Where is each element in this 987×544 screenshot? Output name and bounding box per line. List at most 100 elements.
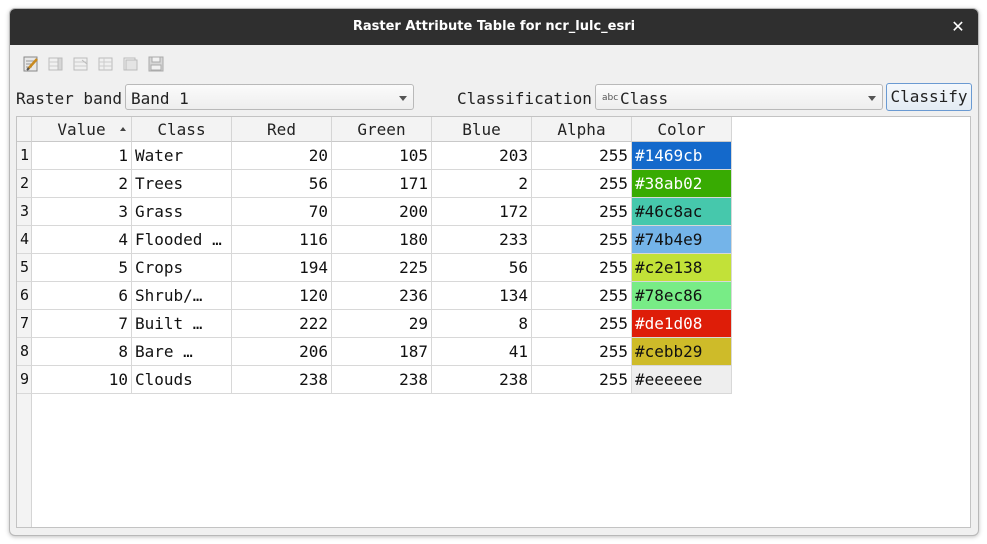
table-row[interactable]: 4 4 Flooded … 116 180 233 255 #74b4e9 xyxy=(17,226,732,254)
cell-green[interactable]: 105 xyxy=(332,142,432,170)
cell-color[interactable]: #46c8ac xyxy=(632,198,732,226)
table-row[interactable]: 9 10 Clouds 238 238 238 255 #eeeeee xyxy=(17,366,732,394)
column-header-alpha[interactable]: Alpha xyxy=(532,117,632,142)
cell-value[interactable]: 3 xyxy=(32,198,132,226)
cell-red[interactable]: 206 xyxy=(232,338,332,366)
classification-select[interactable]: abc Class xyxy=(595,84,883,110)
cell-blue[interactable]: 233 xyxy=(432,226,532,254)
table-corner[interactable] xyxy=(17,117,32,142)
cell-color[interactable]: #eeeeee xyxy=(632,366,732,394)
cell-red[interactable]: 238 xyxy=(232,366,332,394)
cell-red[interactable]: 56 xyxy=(232,170,332,198)
toggle-editing-button[interactable] xyxy=(20,53,42,75)
cell-color[interactable]: #38ab02 xyxy=(632,170,732,198)
attribute-table[interactable]: Value Class Red Green Blue Alpha Color 1 1 Water… xyxy=(16,116,971,528)
remove-row-button[interactable] xyxy=(120,53,142,75)
table-row[interactable]: 7 7 Built … 222 29 8 255 #de1d08 xyxy=(17,310,732,338)
save-button[interactable] xyxy=(145,53,167,75)
cell-class[interactable]: Crops xyxy=(132,254,232,282)
column-header-class[interactable]: Class xyxy=(132,117,232,142)
classify-button[interactable]: Classify xyxy=(886,83,972,111)
row-header[interactable]: 6 xyxy=(17,282,32,310)
cell-value[interactable]: 7 xyxy=(32,310,132,338)
cell-blue[interactable]: 172 xyxy=(432,198,532,226)
cell-value[interactable]: 6 xyxy=(32,282,132,310)
cell-blue[interactable]: 41 xyxy=(432,338,532,366)
cell-red[interactable]: 120 xyxy=(232,282,332,310)
cell-red[interactable]: 20 xyxy=(232,142,332,170)
row-header[interactable]: 2 xyxy=(17,170,32,198)
cell-class[interactable]: Grass xyxy=(132,198,232,226)
cell-color[interactable]: #74b4e9 xyxy=(632,226,732,254)
cell-green[interactable]: 238 xyxy=(332,366,432,394)
cell-class[interactable]: Trees xyxy=(132,170,232,198)
column-header-blue[interactable]: Blue xyxy=(432,117,532,142)
cell-red[interactable]: 194 xyxy=(232,254,332,282)
cell-color[interactable]: #c2e138 xyxy=(632,254,732,282)
cell-blue[interactable]: 8 xyxy=(432,310,532,338)
cell-color[interactable]: #cebb29 xyxy=(632,338,732,366)
table-row[interactable]: 8 8 Bare … 206 187 41 255 #cebb29 xyxy=(17,338,732,366)
cell-green[interactable]: 200 xyxy=(332,198,432,226)
cell-class[interactable]: Shrub/… xyxy=(132,282,232,310)
table-row[interactable]: 1 1 Water 20 105 203 255 #1469cb xyxy=(17,142,732,170)
cell-green[interactable]: 180 xyxy=(332,226,432,254)
raster-band-select[interactable]: Band 1 xyxy=(125,84,414,110)
cell-blue[interactable]: 134 xyxy=(432,282,532,310)
cell-value[interactable]: 1 xyxy=(32,142,132,170)
cell-value[interactable]: 5 xyxy=(32,254,132,282)
column-header-color[interactable]: Color xyxy=(632,117,732,142)
row-header[interactable]: 4 xyxy=(17,226,32,254)
cell-alpha[interactable]: 255 xyxy=(532,198,632,226)
table-row[interactable]: 5 5 Crops 194 225 56 255 #c2e138 xyxy=(17,254,732,282)
cell-alpha[interactable]: 255 xyxy=(532,338,632,366)
cell-blue[interactable]: 238 xyxy=(432,366,532,394)
cell-blue[interactable]: 203 xyxy=(432,142,532,170)
cell-value[interactable]: 4 xyxy=(32,226,132,254)
column-header-value[interactable]: Value xyxy=(32,117,132,142)
add-row-button[interactable] xyxy=(95,53,117,75)
row-header[interactable]: 5 xyxy=(17,254,32,282)
cell-blue[interactable]: 56 xyxy=(432,254,532,282)
cell-alpha[interactable]: 255 xyxy=(532,310,632,338)
cell-alpha[interactable]: 255 xyxy=(532,142,632,170)
table-row[interactable]: 2 2 Trees 56 171 2 255 #38ab02 xyxy=(17,170,732,198)
cell-alpha[interactable]: 255 xyxy=(532,282,632,310)
cell-value[interactable]: 10 xyxy=(32,366,132,394)
cell-green[interactable]: 187 xyxy=(332,338,432,366)
add-column-button[interactable] xyxy=(45,53,67,75)
row-header[interactable]: 9 xyxy=(17,366,32,394)
row-header[interactable]: 3 xyxy=(17,198,32,226)
cell-alpha[interactable]: 255 xyxy=(532,226,632,254)
cell-red[interactable]: 70 xyxy=(232,198,332,226)
table-row[interactable]: 3 3 Grass 70 200 172 255 #46c8ac xyxy=(17,198,732,226)
cell-value[interactable]: 2 xyxy=(32,170,132,198)
cell-class[interactable]: Water xyxy=(132,142,232,170)
cell-class[interactable]: Bare … xyxy=(132,338,232,366)
cell-color[interactable]: #1469cb xyxy=(632,142,732,170)
cell-color[interactable]: #de1d08 xyxy=(632,310,732,338)
cell-class[interactable]: Clouds xyxy=(132,366,232,394)
cell-blue[interactable]: 2 xyxy=(432,170,532,198)
cell-alpha[interactable]: 255 xyxy=(532,254,632,282)
row-header[interactable]: 1 xyxy=(17,142,32,170)
cell-class[interactable]: Built … xyxy=(132,310,232,338)
row-header[interactable]: 8 xyxy=(17,338,32,366)
cell-alpha[interactable]: 255 xyxy=(532,170,632,198)
table-row[interactable]: 6 6 Shrub/… 120 236 134 255 #78ec86 xyxy=(17,282,732,310)
cell-value[interactable]: 8 xyxy=(32,338,132,366)
cell-alpha[interactable]: 255 xyxy=(532,366,632,394)
cell-red[interactable]: 222 xyxy=(232,310,332,338)
column-header-red[interactable]: Red xyxy=(232,117,332,142)
close-button[interactable]: ✕ xyxy=(951,17,965,36)
cell-green[interactable]: 171 xyxy=(332,170,432,198)
cell-green[interactable]: 225 xyxy=(332,254,432,282)
column-header-green[interactable]: Green xyxy=(332,117,432,142)
cell-green[interactable]: 29 xyxy=(332,310,432,338)
cell-color[interactable]: #78ec86 xyxy=(632,282,732,310)
remove-column-button[interactable] xyxy=(70,53,92,75)
cell-green[interactable]: 236 xyxy=(332,282,432,310)
cell-class[interactable]: Flooded … xyxy=(132,226,232,254)
row-header[interactable]: 7 xyxy=(17,310,32,338)
cell-red[interactable]: 116 xyxy=(232,226,332,254)
